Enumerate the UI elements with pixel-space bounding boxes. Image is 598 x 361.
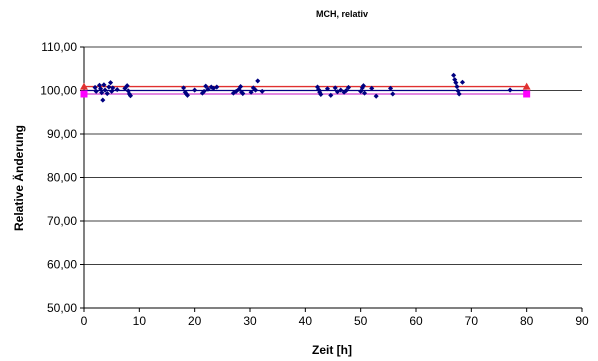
- y-tick-label: 60,00: [47, 258, 77, 272]
- x-tick-label: 10: [133, 314, 147, 328]
- data-point: [507, 87, 513, 93]
- y-tick-label: 110,00: [41, 40, 77, 54]
- x-tick-label: 90: [575, 314, 589, 328]
- x-tick-label: 40: [299, 314, 313, 328]
- data-point: [108, 80, 114, 86]
- data-point: [100, 97, 106, 103]
- x-tick-label: 70: [465, 314, 479, 328]
- x-tick-label: 50: [354, 314, 368, 328]
- triangle-marker: [522, 82, 531, 90]
- y-axis-title: Relative Änderung: [11, 125, 26, 231]
- data-point: [92, 84, 98, 91]
- data-point: [451, 72, 457, 78]
- x-tick-label: 0: [81, 314, 88, 328]
- data-point: [240, 90, 246, 97]
- y-tick-label: 50,00: [47, 301, 77, 315]
- x-tick-label: 30: [243, 314, 257, 328]
- square-marker: [80, 90, 88, 98]
- data-point: [373, 93, 379, 99]
- data-point: [114, 87, 120, 93]
- chart-title: MCH, relativ: [316, 9, 368, 19]
- y-tick-label: 80,00: [47, 171, 77, 185]
- y-tick-labels: 50,00 60,00 70,00 80,00 90,00 100,00 110,00: [40, 40, 77, 315]
- data-point: [369, 85, 375, 91]
- x-tick-labels: 0 10 20 30 40 50 60 70 80 90: [81, 314, 589, 328]
- x-axis-title: Zeit [h]: [312, 343, 352, 357]
- square-marker: [523, 90, 531, 98]
- data-point: [454, 84, 460, 90]
- end-markers: [80, 82, 531, 98]
- data-point: [124, 83, 130, 89]
- y-tick-label: 100,00: [40, 84, 77, 98]
- data-point: [214, 84, 220, 90]
- x-tick-label: 80: [520, 314, 534, 328]
- x-tick-label: 60: [409, 314, 423, 328]
- data-point: [459, 79, 466, 85]
- data-point: [259, 88, 265, 94]
- data-point: [184, 92, 191, 98]
- data-points: [92, 72, 513, 103]
- data-point: [248, 89, 254, 95]
- data-point: [390, 91, 396, 97]
- y-tick-label: 90,00: [47, 127, 77, 141]
- data-point: [238, 84, 244, 90]
- y-tick-label: 70,00: [47, 214, 77, 228]
- data-point: [192, 87, 198, 93]
- data-point: [106, 84, 112, 90]
- triangle-marker: [80, 82, 88, 90]
- data-point: [104, 90, 110, 97]
- x-tick-label: 20: [188, 314, 202, 328]
- reference-lines: [84, 85, 527, 95]
- data-point: [255, 78, 261, 84]
- data-point: [93, 88, 99, 94]
